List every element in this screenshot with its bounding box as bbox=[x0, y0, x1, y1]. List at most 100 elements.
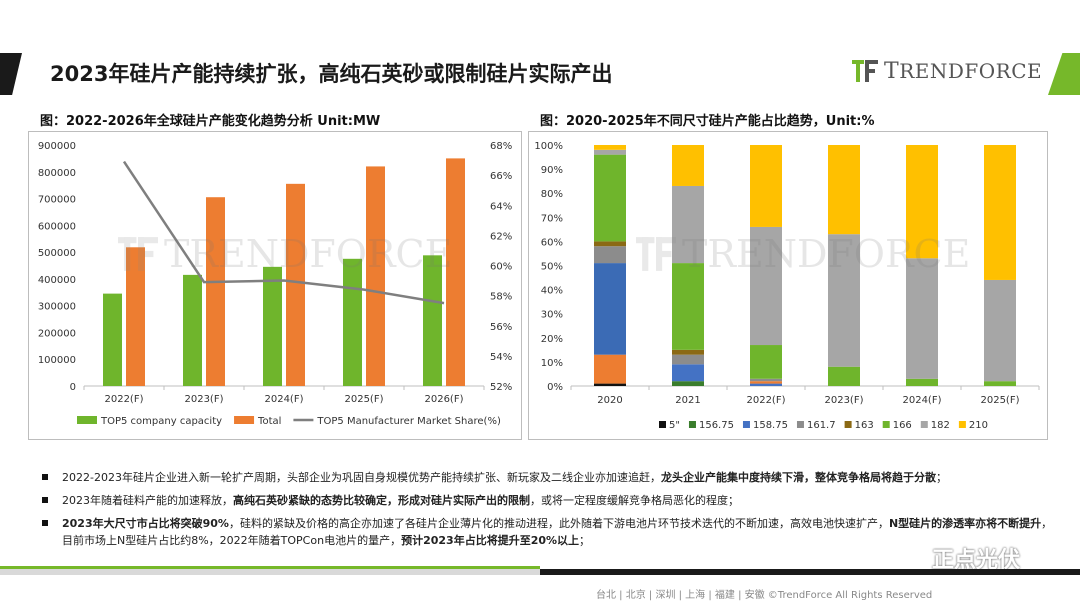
legend-label: 182 bbox=[931, 420, 950, 431]
bar-total bbox=[206, 197, 225, 386]
y-tick-label: 100% bbox=[534, 141, 563, 152]
capacity-chart: 0 100000 200000 300000 400000 500000 600000 700… bbox=[28, 131, 522, 440]
x-tick-label: 2022(F) bbox=[746, 395, 785, 406]
legend-swatch bbox=[742, 421, 750, 428]
x-tick-label: 2022(F) bbox=[104, 394, 143, 405]
y2-tick-label: 62% bbox=[490, 231, 512, 242]
header-accent-right bbox=[1048, 53, 1080, 95]
stack-segment bbox=[828, 234, 860, 367]
y-tick-label: 70% bbox=[541, 213, 563, 224]
trendforce-logo-icon bbox=[852, 60, 878, 82]
legend-swatch bbox=[234, 416, 255, 424]
stack-segment bbox=[828, 366, 860, 386]
size-share-chart: 0% 10% 20% 30% 40% 50% 60% 70% 80% 90% 100% 2020 202… bbox=[528, 131, 1048, 440]
y-tick-label: 0% bbox=[547, 382, 563, 393]
header-accent-left bbox=[0, 53, 22, 95]
x-tick-label: 2020 bbox=[597, 395, 622, 406]
bar-total bbox=[366, 166, 385, 386]
x-tick-label: 2023(F) bbox=[824, 395, 863, 406]
x-tick-label: 2021 bbox=[675, 395, 700, 406]
stack-segment bbox=[594, 246, 626, 264]
line-top5-market-share bbox=[122, 160, 445, 305]
bullet-text-part: 目前市场上N型硅片占比约8%，2022年随着TOPCon电池片的量产， bbox=[62, 534, 402, 547]
legend-label: 5" bbox=[669, 420, 680, 431]
bullet-item-1: 2022-2023年硅片企业进入新一轮扩产周期，头部企业为巩固自身规模优势产能持… bbox=[40, 466, 1070, 489]
bullet-text-part: 高纯石英砂紧缺的态势比较确定，形成对硅片实际产出的限制 bbox=[233, 494, 530, 507]
stack-segment bbox=[672, 349, 704, 355]
stack-segment bbox=[906, 145, 938, 259]
y-tick-label: 40% bbox=[541, 286, 563, 297]
stack-segment bbox=[672, 364, 704, 382]
legend-swatch bbox=[77, 416, 97, 424]
wechat-badge: 正点光伏 bbox=[896, 542, 1020, 574]
stack-segment bbox=[594, 154, 626, 242]
stack-segment bbox=[594, 383, 626, 386]
chart2-title: 图：2020-2025年不同尺寸硅片产能占比趋势，Unit:% bbox=[540, 114, 875, 129]
x-tick-label: 2024(F) bbox=[902, 395, 941, 406]
y-tick-label: 20% bbox=[541, 334, 563, 345]
bar-total bbox=[446, 158, 465, 386]
legend-swatch bbox=[659, 421, 666, 428]
x-tick-label: 2026(F) bbox=[424, 394, 463, 405]
stack-segment bbox=[828, 145, 860, 235]
size-share-chart-svg: 0% 10% 20% 30% 40% 50% 60% 70% 80% 90% 100% 2020 202… bbox=[534, 141, 1040, 431]
bar-top5-capacity bbox=[343, 258, 362, 386]
legend-label: 210 bbox=[969, 420, 988, 431]
y-tick-label: 700000 bbox=[38, 195, 76, 206]
logo-text: TRENDFORCE bbox=[884, 58, 1043, 84]
legend-label: Total bbox=[257, 416, 281, 427]
stack-segment bbox=[750, 378, 782, 382]
bullet-list: 2022-2023年硅片企业进入新一轮扩产周期，头部企业为巩固自身规模优势产能持… bbox=[40, 466, 1070, 550]
bar-total bbox=[286, 183, 305, 386]
stack-segment bbox=[750, 145, 782, 227]
y2-tick-label: 64% bbox=[490, 201, 512, 212]
legend-swatch bbox=[958, 421, 966, 428]
bullet-text-part: ，硅料的紧缺及价格的高企亦加速了各硅片企业薄片化的推动进程，此外随着下游电池片环… bbox=[228, 517, 889, 530]
footer-band-gray bbox=[0, 569, 560, 575]
stack-segment bbox=[984, 381, 1016, 386]
y2-tick-label: 60% bbox=[490, 262, 512, 273]
x-tick-label: 2025(F) bbox=[980, 395, 1019, 406]
y2-tick-label: 52% bbox=[490, 382, 512, 393]
x-tick-label: 2023(F) bbox=[184, 394, 223, 405]
stack-segment bbox=[750, 381, 782, 384]
y-tick-label: 60% bbox=[541, 237, 563, 248]
stack-segment bbox=[594, 263, 626, 355]
bar-top5-capacity bbox=[263, 266, 282, 386]
x-tick-label: 2024(F) bbox=[264, 394, 303, 405]
y-tick-label: 50% bbox=[541, 262, 563, 273]
y2-tick-label: 68% bbox=[490, 141, 512, 152]
legend-swatch bbox=[882, 421, 890, 428]
y-tick-label: 200000 bbox=[38, 328, 76, 339]
legend-swatch bbox=[688, 421, 696, 428]
bullet-text-part: ； bbox=[579, 534, 591, 547]
stack-segment bbox=[594, 149, 626, 155]
bar-top5-capacity bbox=[423, 255, 442, 386]
bullet-text-part: ， bbox=[1041, 517, 1053, 530]
x-tick-label: 2025(F) bbox=[344, 394, 383, 405]
stack-segment bbox=[594, 145, 626, 150]
stack-segment bbox=[750, 345, 782, 379]
bullet-text-part: 2023年大尺寸市占比将突破90% bbox=[62, 517, 229, 530]
trendforce-logo: TRENDFORCE bbox=[852, 58, 1042, 84]
chart1-title: 图：2022-2026年全球硅片产能变化趋势分析 Unit:MW bbox=[40, 114, 381, 129]
legend-label: 161.7 bbox=[807, 420, 836, 431]
bullet-item-3-continued: 目前市场上N型硅片占比约8%，2022年随着TOPCon电池片的量产，预计202… bbox=[40, 532, 1070, 550]
bullet-text-part: ； bbox=[935, 471, 947, 484]
capacity-chart-svg: 0 100000 200000 300000 400000 500000 600000 700… bbox=[38, 141, 512, 427]
stack-segment bbox=[672, 145, 704, 186]
y-tick-label: 0 bbox=[70, 382, 76, 393]
y2-tick-label: 58% bbox=[490, 292, 512, 303]
y-tick-label: 80% bbox=[541, 189, 563, 200]
bullet-text-part: 龙头企业产能集中度持续下滑，整体竞争格局将趋于分散 bbox=[660, 471, 936, 484]
bullet-text-part: 预计2023年占比将提升至20%以上 bbox=[401, 534, 580, 547]
stack-segment bbox=[594, 354, 626, 384]
legend-swatch bbox=[844, 421, 852, 428]
stack-segment bbox=[984, 145, 1016, 280]
stack-segment bbox=[672, 381, 704, 386]
y-tick-label: 900000 bbox=[38, 141, 76, 152]
bullet-text-part: 2023年随着硅料产能的加速释放， bbox=[62, 494, 233, 507]
stack-segment bbox=[672, 263, 704, 350]
bullet-text-part: N型硅片的渗透率亦将不断提升 bbox=[888, 517, 1042, 530]
legend-swatch bbox=[920, 421, 928, 428]
